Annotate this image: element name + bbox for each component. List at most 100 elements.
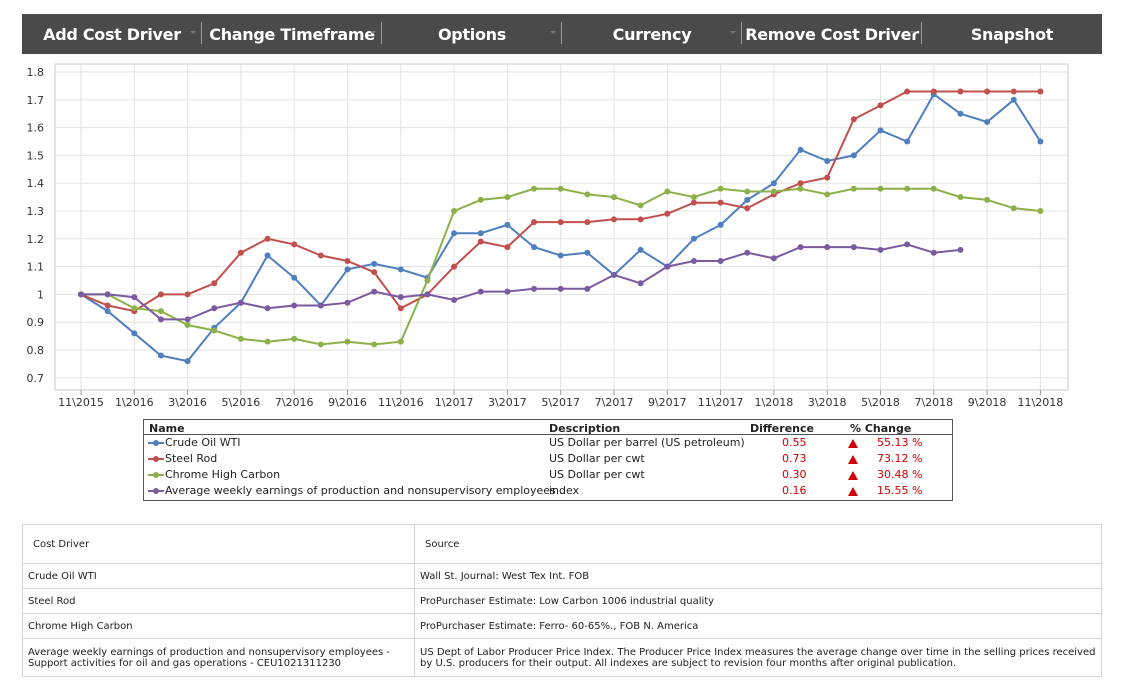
add-cost-driver-label: Add Cost Driver xyxy=(43,24,181,44)
data-point-2 xyxy=(317,341,324,348)
data-point-3 xyxy=(717,258,724,265)
data-point-2 xyxy=(850,185,857,192)
data-point-3 xyxy=(850,244,857,251)
options-label: Options xyxy=(438,24,506,44)
add-cost-driver-button[interactable]: Add Cost Driver xyxy=(22,14,202,54)
data-point-3 xyxy=(557,285,564,292)
x-tick-label: 9\2018 xyxy=(968,396,1007,409)
data-point-1 xyxy=(397,305,404,312)
data-point-3 xyxy=(317,302,324,309)
legend-series-pct: 55.13 % xyxy=(877,436,923,449)
data-point-3 xyxy=(637,280,644,287)
source-cell: US Dept of Labor Producer Price Index. T… xyxy=(414,638,1102,677)
remove-cost-driver-label: Remove Cost Driver xyxy=(745,24,919,44)
x-tick-label: 11\2017 xyxy=(698,396,744,409)
data-point-2 xyxy=(1010,205,1017,212)
legend-row[interactable]: Average weekly earnings of production an… xyxy=(144,483,952,499)
y-tick-label: 1.5 xyxy=(27,149,45,162)
x-tick-label: 3\2017 xyxy=(488,396,527,409)
x-tick-label: 3\2016 xyxy=(168,396,207,409)
data-point-2 xyxy=(237,335,244,342)
toolbar-separator xyxy=(381,22,382,44)
data-point-0 xyxy=(397,266,404,273)
change-timeframe-button[interactable]: Change Timeframe xyxy=(202,14,382,54)
data-point-0 xyxy=(291,274,298,281)
legend-series-name: Crude Oil WTI xyxy=(165,436,241,449)
legend-series-description: US Dollar per cwt xyxy=(549,468,645,481)
x-tick-label: 7\2018 xyxy=(914,396,953,409)
legend-row[interactable]: Chrome High Carbon US Dollar per cwt 0.3… xyxy=(144,467,952,483)
data-point-3 xyxy=(504,288,511,295)
x-tick-label: 5\2017 xyxy=(541,396,580,409)
series-marker-icon xyxy=(148,440,164,446)
data-point-1 xyxy=(611,216,617,223)
legend-row[interactable]: Steel Rod US Dollar per cwt 0.73 73.12 % xyxy=(144,451,952,467)
data-point-0 xyxy=(477,230,484,237)
y-tick-label: 1.1 xyxy=(27,261,45,274)
data-point-1 xyxy=(850,116,857,123)
table-row: Crude Oil WTI Wall St. Journal: West Tex… xyxy=(22,563,1102,589)
legend-series-difference: 0.73 xyxy=(782,452,807,465)
data-point-1 xyxy=(504,244,511,251)
data-point-2 xyxy=(717,185,724,192)
currency-button[interactable]: Currency xyxy=(562,14,742,54)
legend-row[interactable]: Crude Oil WTI US Dollar per barrel (US p… xyxy=(144,435,952,451)
data-point-0 xyxy=(451,230,458,237)
snapshot-button[interactable]: Snapshot xyxy=(922,14,1102,54)
y-tick-label: 1.3 xyxy=(27,205,45,218)
legend-series-pct: 15.55 % xyxy=(877,484,923,497)
data-point-3 xyxy=(904,241,911,248)
data-point-0 xyxy=(557,252,564,259)
data-point-1 xyxy=(797,180,804,187)
data-point-2 xyxy=(397,338,404,345)
options-button[interactable]: Options xyxy=(382,14,562,54)
data-point-0 xyxy=(850,152,857,159)
toolbar-separator xyxy=(741,22,742,44)
data-point-3 xyxy=(770,255,777,262)
data-point-0 xyxy=(690,235,697,242)
data-point-2 xyxy=(477,196,484,203)
data-point-3 xyxy=(611,271,617,278)
data-point-3 xyxy=(131,294,138,301)
data-point-3 xyxy=(957,246,964,253)
data-point-0 xyxy=(131,330,138,337)
x-tick-label: 1\2018 xyxy=(755,396,794,409)
increase-triangle-icon xyxy=(848,438,858,451)
data-point-3 xyxy=(531,285,538,292)
data-point-3 xyxy=(344,299,351,306)
data-point-2 xyxy=(157,308,164,315)
column-header-source: Source xyxy=(414,524,1102,564)
toolbar: Add Cost Driver Change Timeframe Options… xyxy=(22,14,1102,54)
data-point-3 xyxy=(930,249,937,256)
data-point-1 xyxy=(690,199,697,206)
plot-area xyxy=(54,63,1069,391)
legend-series-description: US Dollar per barrel (US petroleum) xyxy=(549,436,745,449)
column-header-cost-driver: Cost Driver xyxy=(22,524,415,564)
data-point-1 xyxy=(104,302,111,309)
table-row: Steel Rod ProPurchaser Estimate: Low Car… xyxy=(22,588,1102,614)
data-point-0 xyxy=(824,157,831,164)
cost-driver-cell: Steel Rod xyxy=(22,588,415,614)
data-point-2 xyxy=(877,185,884,192)
x-tick-label: 5\2016 xyxy=(222,396,261,409)
chart-legend: Name Description Difference % Change Cru… xyxy=(143,419,953,501)
data-point-3 xyxy=(877,246,884,253)
data-point-3 xyxy=(824,244,831,251)
currency-label: Currency xyxy=(612,24,692,44)
data-point-2 xyxy=(690,194,697,201)
data-point-3 xyxy=(104,291,111,298)
dropdown-caret-icon xyxy=(550,31,556,34)
data-point-1 xyxy=(237,249,244,256)
increase-triangle-icon xyxy=(848,486,858,499)
data-point-0 xyxy=(770,180,777,187)
source-cell: Wall St. Journal: West Tex Int. FOB xyxy=(414,563,1102,589)
remove-cost-driver-button[interactable]: Remove Cost Driver xyxy=(742,14,922,54)
legend-series-name: Steel Rod xyxy=(165,452,218,465)
data-point-1 xyxy=(984,88,991,95)
data-point-2 xyxy=(584,191,591,198)
data-point-0 xyxy=(504,221,511,228)
data-point-1 xyxy=(291,241,298,248)
toolbar-separator xyxy=(201,22,202,44)
data-point-3 xyxy=(264,305,271,312)
data-point-3 xyxy=(424,291,431,298)
